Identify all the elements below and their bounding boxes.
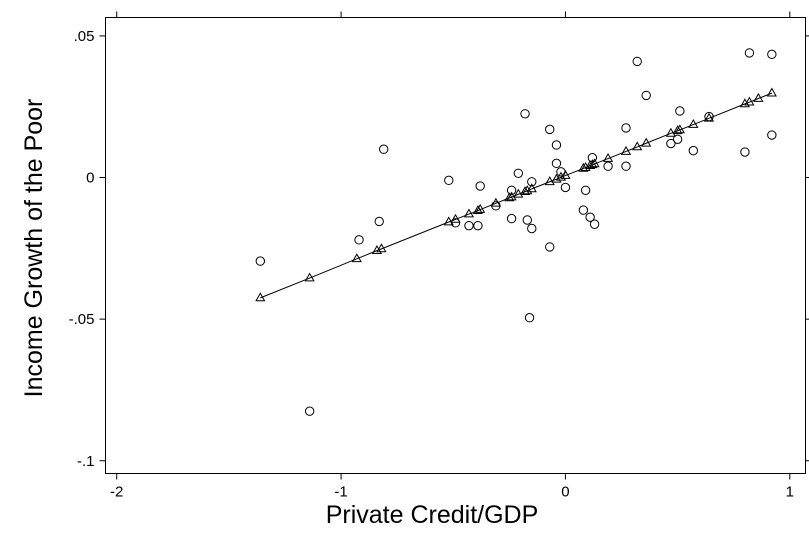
fitted-point (632, 141, 643, 151)
observed-point (589, 219, 600, 229)
fitted-point (589, 158, 600, 168)
fitted-point (371, 244, 383, 254)
fitted-point (526, 183, 537, 193)
fitted-point (255, 292, 266, 302)
fitted-point (472, 205, 484, 215)
fitted-point (578, 162, 589, 172)
fitted-point (351, 253, 362, 263)
observed-point (522, 215, 532, 225)
observed-point (513, 168, 524, 178)
fitted-point (641, 137, 652, 147)
fitted-point (376, 243, 387, 253)
fitted-point (688, 118, 699, 128)
x-tick-label: 0 (561, 484, 569, 501)
fitted-line-path (260, 92, 773, 299)
fitted-line (260, 92, 773, 299)
x-axis-title: Private Credit/GDP (326, 501, 539, 529)
observed-point (666, 138, 676, 149)
observed-point (632, 56, 642, 67)
fitted-point (585, 160, 596, 169)
fitted-point (580, 161, 591, 171)
observed-point (621, 123, 631, 133)
observed-point (374, 216, 384, 227)
fitted-points (255, 87, 777, 302)
observed-point (740, 147, 750, 157)
observed-point (585, 212, 595, 222)
fitted-point (665, 127, 676, 137)
observed-point (527, 223, 537, 234)
observed-point (444, 175, 454, 186)
observed-point (524, 313, 535, 323)
fitted-point (544, 176, 555, 186)
y-tick-label: -.1 (77, 453, 95, 470)
observed-point (603, 161, 613, 171)
observed-point (506, 213, 517, 224)
observed-point (255, 256, 266, 266)
observed-point (379, 144, 389, 154)
observed-point (621, 161, 631, 171)
y-tick-label: -.05 (69, 311, 95, 328)
observed-point (545, 124, 555, 135)
tick-labels: -2 -1 0 1 .05 0 -.05 -.1 (69, 28, 794, 501)
fitted-point (560, 169, 571, 179)
observed-point (641, 90, 651, 101)
observed-point (464, 220, 474, 231)
observed-point (767, 49, 777, 60)
fitted-point (304, 272, 315, 282)
observed-point (473, 220, 483, 231)
fitted-point (744, 96, 755, 106)
observed-point (354, 235, 364, 245)
fitted-point (766, 87, 777, 97)
fitted-point (753, 92, 764, 102)
observed-point (744, 48, 755, 58)
observed-point (475, 181, 485, 191)
fitted-point (739, 98, 751, 108)
observed-point (688, 145, 699, 156)
fitted-point (504, 192, 515, 202)
observed-point (527, 177, 537, 187)
fitted-point (519, 186, 531, 196)
fitted-point (674, 124, 685, 134)
observed-point (587, 153, 598, 163)
fitted-point (475, 203, 486, 213)
observed-point (578, 205, 589, 215)
observed-point (767, 130, 777, 140)
observed-point (675, 106, 685, 116)
y-axis-title: Income Growth of the Poor (20, 99, 48, 398)
fitted-point (443, 216, 454, 226)
plot-frame (105, 17, 806, 474)
observed-points (255, 48, 777, 416)
fitted-point (450, 213, 461, 223)
y-tick-label: .05 (74, 28, 95, 45)
fitted-point (513, 188, 524, 198)
fitted-point (620, 145, 632, 155)
observed-point (672, 134, 683, 144)
fitted-point (703, 112, 715, 122)
observed-point (506, 185, 517, 195)
x-tick-label: 1 (786, 484, 794, 501)
fitted-point (463, 208, 475, 218)
y-tick-label: 0 (86, 170, 94, 187)
fitted-point (551, 173, 562, 183)
fitted-point (587, 159, 598, 169)
fitted-point (602, 152, 614, 162)
observed-point (580, 185, 591, 195)
fitted-point (522, 185, 533, 195)
axis-ticks (99, 11, 809, 480)
observed-point (551, 140, 562, 150)
observed-point (545, 242, 555, 252)
x-tick-label: -1 (334, 484, 347, 501)
fitted-point (672, 125, 683, 135)
observed-point (304, 406, 315, 416)
fitted-point (506, 191, 517, 201)
observed-point (520, 109, 530, 119)
x-tick-label: -2 (110, 484, 123, 501)
observed-point (560, 182, 571, 193)
observed-point (551, 158, 562, 169)
fitted-point (555, 171, 567, 181)
fitted-point (490, 197, 501, 207)
